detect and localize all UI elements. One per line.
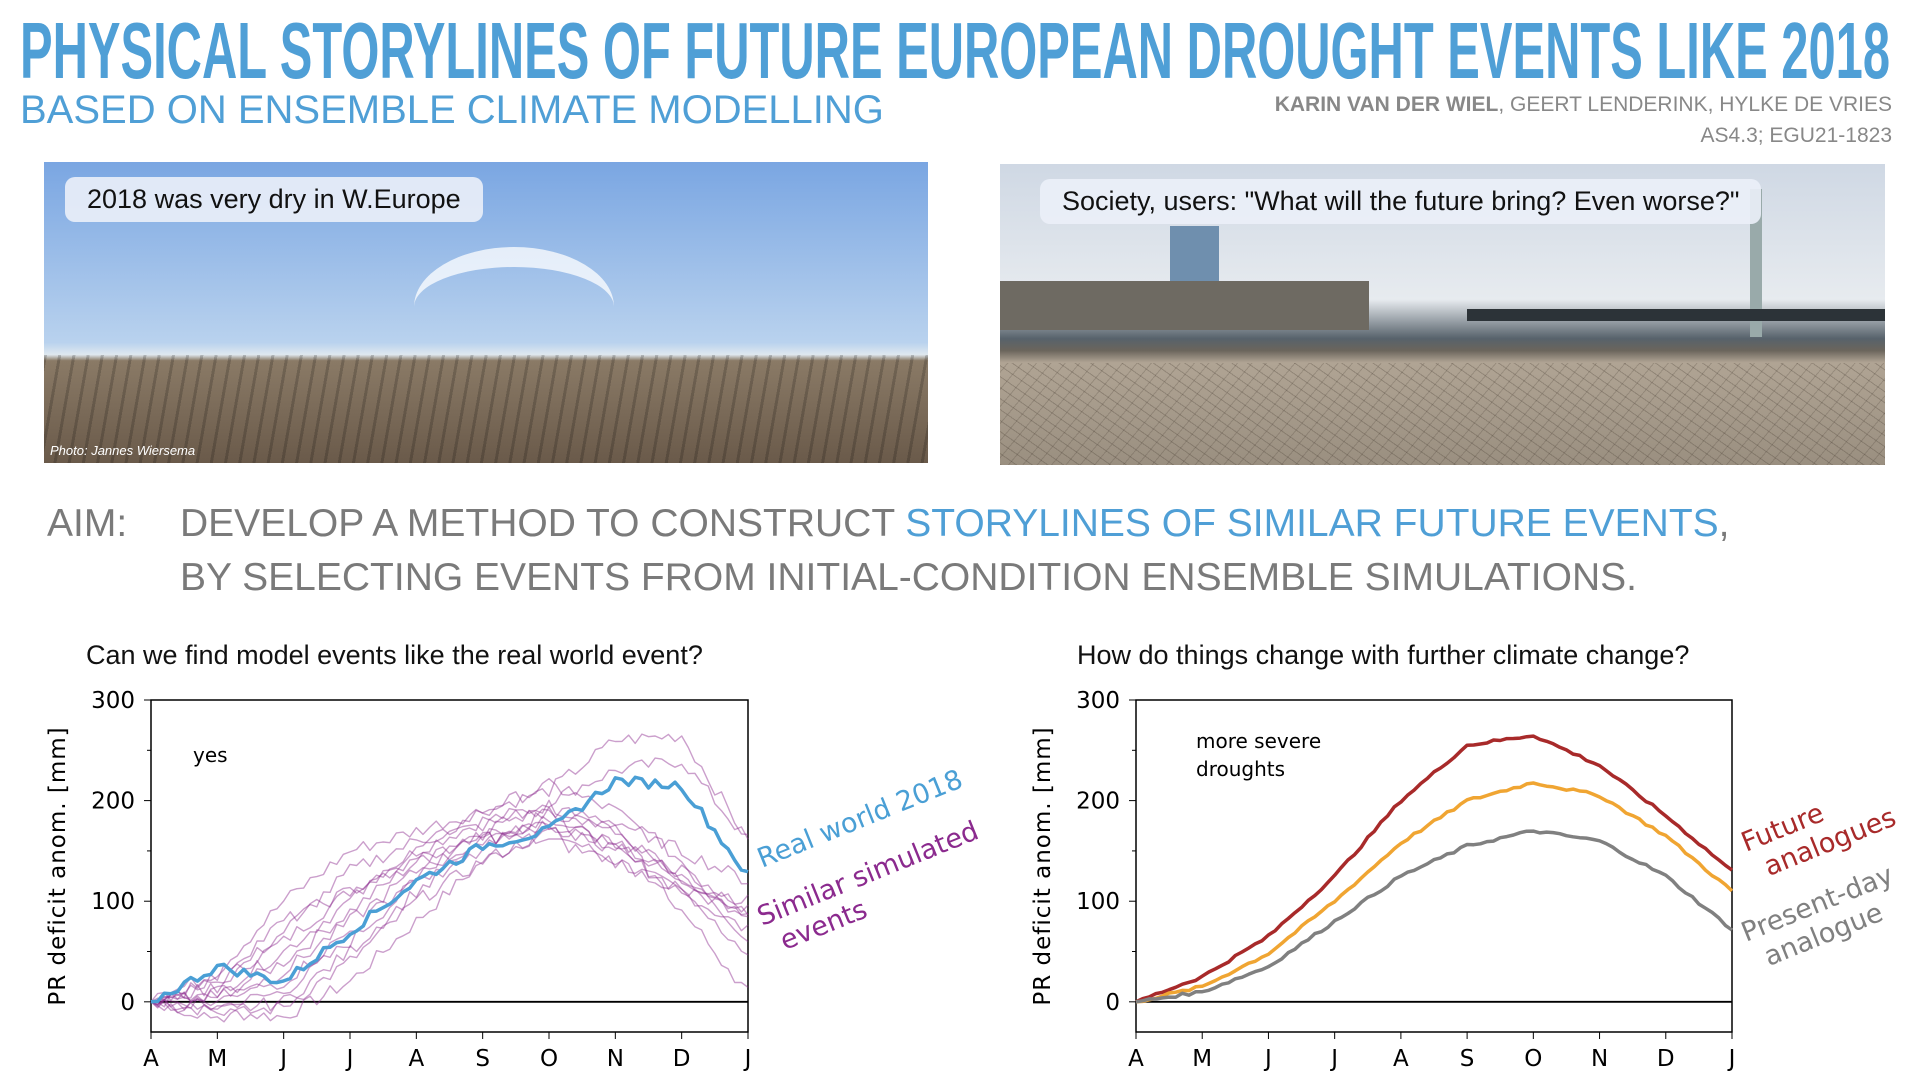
annotation-yes: yes	[193, 743, 228, 767]
simulated-event-line	[150, 757, 749, 1008]
future-analogues-line	[1135, 734, 1734, 1004]
simulated-event-line	[150, 831, 749, 1003]
x-tick-label: A	[408, 1046, 424, 1072]
x-tick-label: J	[1263, 1046, 1272, 1072]
x-tick-label: N	[607, 1046, 624, 1072]
simulated-event-line	[150, 806, 749, 1014]
field-furrows	[44, 354, 928, 463]
aim-label: AIM:	[47, 502, 128, 545]
annotation-line-1: more severe	[1196, 729, 1321, 753]
annotation-line-2: droughts	[1196, 757, 1285, 781]
aim-line-2: BY SELECTING EVENTS FROM INITIAL-CONDITI…	[180, 556, 1637, 599]
present-day-analogue-future-line	[1135, 781, 1734, 1004]
simulated-event-line	[150, 733, 749, 1006]
x-tick-label: J	[743, 1046, 752, 1072]
chart-ensemble-events: 0 100 200 300 A M J J A S O N D J PR deficit anom. [mm…	[45, 688, 983, 1072]
bridge	[1467, 309, 1885, 321]
x-tick-label: J	[278, 1046, 287, 1072]
aim-line-1: DEVELOP A METHOD TO CONSTRUCT STORYLINES…	[180, 502, 1730, 546]
simulated-event-line	[150, 820, 749, 1003]
session-code: AS4.3; EGU21-1823	[1700, 124, 1892, 147]
x-tick-label: O	[1524, 1046, 1542, 1072]
cracked-riverbed	[1000, 362, 1885, 465]
aim-highlight: STORYLINES OF SIMILAR FUTURE EVENTS	[905, 502, 1719, 545]
y-axis-label: PR deficit anom. [mm]	[45, 726, 71, 1005]
x-tick-label: A	[1128, 1046, 1144, 1072]
coauthors: , GEERT LENDERINK, HYLKE DE VRIES	[1498, 93, 1892, 116]
present-day-analogue-line	[1135, 829, 1734, 1004]
photo-credit: Photo: Jannes Wiersema	[50, 443, 196, 458]
plot-frame	[1135, 699, 1733, 1033]
left-photo-caption: 2018 was very dry in W.Europe	[65, 177, 483, 222]
x-tick-label: S	[1460, 1046, 1475, 1072]
poster-title-area: PHYSICAL STORYLINES OF FUTURE EUROPEAN D…	[20, 6, 1890, 90]
city-buildings	[1000, 281, 1369, 330]
aim-comma: ,	[1718, 502, 1730, 545]
lead-author: KARIN VAN DER WIEL	[1274, 93, 1499, 116]
tv-tower	[1750, 189, 1762, 337]
dry-river-photo: Society, users: "What will the future br…	[1000, 164, 1885, 465]
simulated-event-line	[150, 799, 749, 1008]
poster-title: PHYSICAL STORYLINES OF FUTURE EUROPEAN D…	[20, 6, 1890, 90]
poster-subtitle: BASED ON ENSEMBLE CLIMATE MODELLING	[20, 88, 884, 132]
chart2-title: How do things change with further climat…	[1077, 640, 1690, 670]
x-tick-label: D	[1657, 1046, 1675, 1072]
authors: KARIN VAN DER WIEL, GEERT LENDERINK, HYL…	[1275, 93, 1892, 117]
x-tick-label: A	[1393, 1046, 1409, 1072]
x-tick-label: M	[207, 1046, 227, 1072]
simulated-event-line	[150, 825, 749, 1023]
right-photo-caption: Society, users: "What will the future br…	[1040, 179, 1762, 224]
real-world-2018-line	[150, 775, 749, 1004]
x-tick-label: A	[143, 1046, 159, 1072]
x-tick-label: J	[345, 1046, 354, 1072]
simulated-event-line	[150, 807, 749, 1003]
y-tick-label: 100	[1076, 889, 1120, 915]
y-axis-label: PR deficit anom. [mm]	[1030, 726, 1056, 1005]
x-tick-label: J	[1329, 1046, 1338, 1072]
y-tick-label: 0	[120, 990, 135, 1016]
x-tick-label: N	[1591, 1046, 1608, 1072]
y-tick-label: 0	[1105, 990, 1120, 1016]
chart-future-change: 0 100 200 300 A M J J A S O N D J PR deficit anom. [mm…	[1030, 688, 1900, 1072]
y-tick-label: 300	[1076, 688, 1120, 714]
y-tick-label: 200	[91, 789, 135, 815]
x-tick-label: O	[540, 1046, 558, 1072]
aim-text: DEVELOP A METHOD TO CONSTRUCT	[180, 502, 906, 545]
x-tick-label: M	[1192, 1046, 1212, 1072]
plot-frame	[150, 699, 749, 1033]
x-tick-label: J	[1727, 1046, 1736, 1072]
y-tick-label: 300	[91, 688, 135, 714]
x-tick-label: S	[475, 1046, 490, 1072]
chart1-title: Can we find model events like the real w…	[86, 640, 703, 670]
x-tick-label: D	[673, 1046, 691, 1072]
simulated-event-line	[150, 826, 749, 1022]
irrigation-photo: 2018 was very dry in W.Europe Photo: Jan…	[44, 162, 928, 463]
y-tick-label: 200	[1076, 789, 1120, 815]
y-tick-label: 100	[91, 889, 135, 915]
water-spray	[414, 247, 614, 367]
